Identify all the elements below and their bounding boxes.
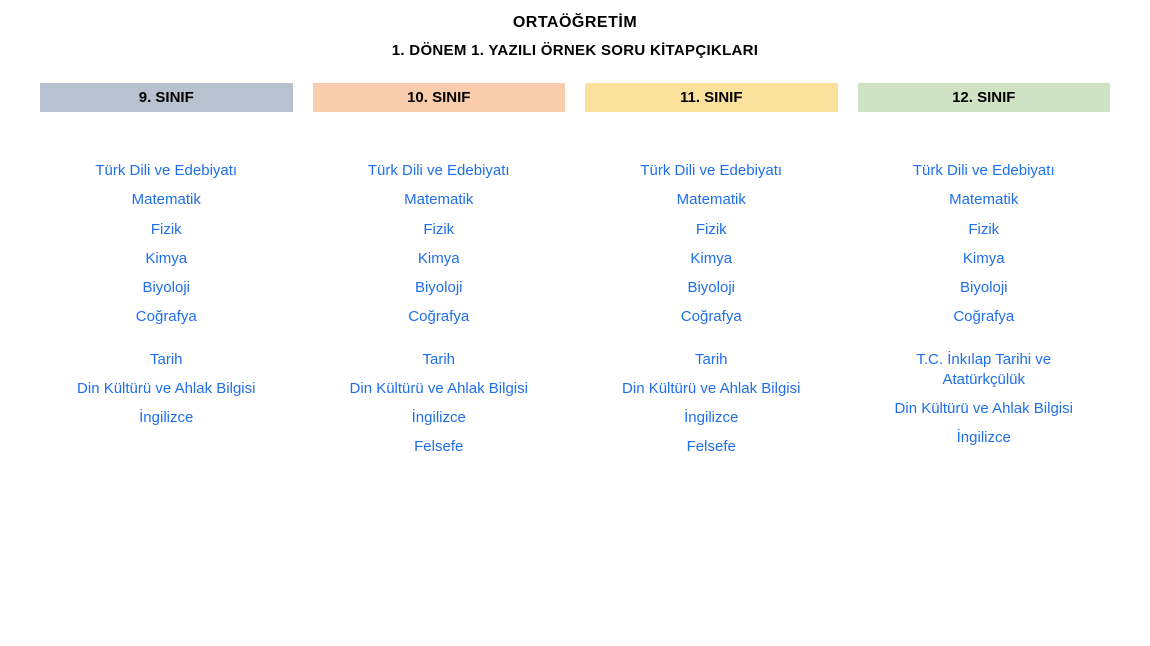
page-subtitle: 1. DÖNEM 1. YAZILI ÖRNEK SORU KİTAPÇIKLA… (40, 42, 1110, 59)
page-title: ORTAÖĞRETİM (40, 14, 1110, 32)
subject-link[interactable]: Matematik (894, 190, 1074, 210)
subject-link[interactable]: Türk Dili ve Edebiyatı (350, 161, 528, 181)
subject-link[interactable]: Biyoloji (622, 278, 800, 298)
subject-link[interactable]: Coğrafya (622, 307, 800, 327)
column-header-grade-12: 12. SINIF (858, 83, 1111, 112)
subject-link[interactable]: Tarih (350, 350, 528, 370)
column-header-grade-11: 11. SINIF (585, 83, 838, 112)
subject-link[interactable]: Türk Dili ve Edebiyatı (77, 161, 255, 181)
subject-link[interactable]: T.C. İnkılap Tarihi ve Atatürkçülük (894, 350, 1074, 391)
subject-link[interactable]: Din Kültürü ve Ahlak Bilgisi (350, 379, 528, 399)
subject-link[interactable]: Biyoloji (77, 278, 255, 298)
subject-link[interactable]: İngilizce (77, 408, 255, 428)
subject-link[interactable]: Kimya (350, 249, 528, 269)
subject-link[interactable]: İngilizce (622, 408, 800, 428)
subject-link[interactable]: Kimya (894, 249, 1074, 269)
subject-link[interactable]: Biyoloji (350, 278, 528, 298)
subject-link[interactable]: İngilizce (350, 408, 528, 428)
subject-link[interactable]: Fizik (350, 220, 528, 240)
column-grade-10: 10. SINIF Türk Dili ve Edebiyatı Matemati… (313, 83, 566, 467)
subject-link[interactable]: Coğrafya (77, 307, 255, 327)
subject-list-grade-9: Türk Dili ve Edebiyatı Matematik Fizik Kimy… (77, 152, 255, 437)
subject-link[interactable]: Fizik (622, 220, 800, 240)
column-grade-12: 12. SINIF Türk Dili ve Edebiyatı Matemati… (858, 83, 1111, 467)
subject-link[interactable]: Matematik (77, 190, 255, 210)
subject-link[interactable]: Din Kültürü ve Ahlak Bilgisi (894, 399, 1074, 419)
subject-link[interactable]: Coğrafya (894, 307, 1074, 327)
subject-link[interactable]: Matematik (622, 190, 800, 210)
subject-link[interactable]: Fizik (894, 220, 1074, 240)
subject-link[interactable]: Matematik (350, 190, 528, 210)
subject-link[interactable]: Biyoloji (894, 278, 1074, 298)
subject-link[interactable]: Felsefe (622, 437, 800, 457)
subject-link[interactable]: Kimya (77, 249, 255, 269)
column-grade-9: 9. SINIF Türk Dili ve Edebiyatı Matematik… (40, 83, 293, 467)
subject-link[interactable]: Türk Dili ve Edebiyatı (622, 161, 800, 181)
subject-link[interactable]: Din Kültürü ve Ahlak Bilgisi (77, 379, 255, 399)
columns-container: 9. SINIF Türk Dili ve Edebiyatı Matematik… (40, 83, 1110, 467)
subject-link[interactable]: Kimya (622, 249, 800, 269)
subject-list-grade-11: Türk Dili ve Edebiyatı Matematik Fizik Kimy… (622, 152, 800, 467)
subject-link[interactable]: Coğrafya (350, 307, 528, 327)
subject-link[interactable]: Fizik (77, 220, 255, 240)
subject-list-grade-10: Türk Dili ve Edebiyatı Matematik Fizik Kimy… (350, 152, 528, 467)
column-header-grade-10: 10. SINIF (313, 83, 566, 112)
subject-link[interactable]: Tarih (77, 350, 255, 370)
subject-link[interactable]: Felsefe (350, 437, 528, 457)
subject-link[interactable]: İngilizce (894, 428, 1074, 448)
subject-list-grade-12: Türk Dili ve Edebiyatı Matematik Fizik Kimy… (894, 152, 1074, 458)
subject-link[interactable]: Türk Dili ve Edebiyatı (894, 161, 1074, 181)
column-header-grade-9: 9. SINIF (40, 83, 293, 112)
column-grade-11: 11. SINIF Türk Dili ve Edebiyatı Matemati… (585, 83, 838, 467)
subject-link[interactable]: Tarih (622, 350, 800, 370)
subject-link[interactable]: Din Kültürü ve Ahlak Bilgisi (622, 379, 800, 399)
